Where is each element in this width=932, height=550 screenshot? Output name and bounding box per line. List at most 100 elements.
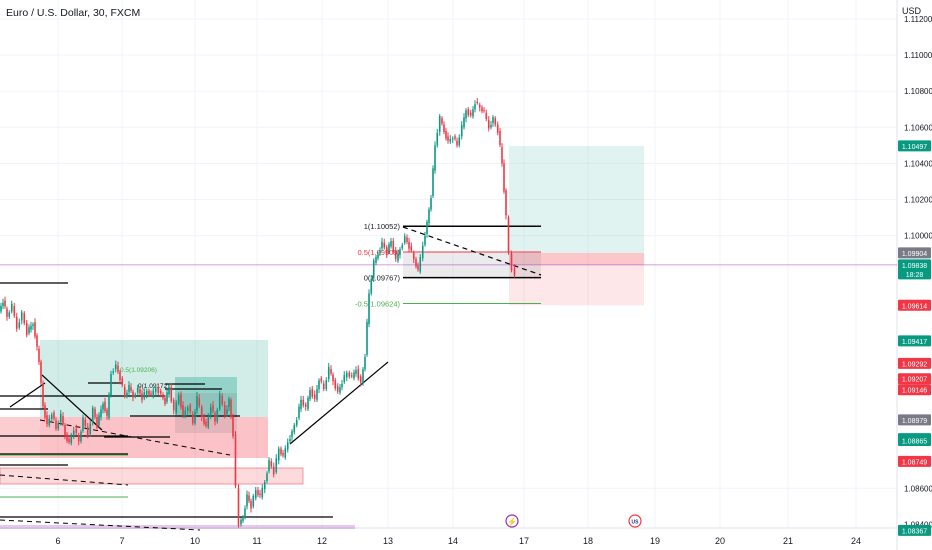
candle-body — [143, 392, 146, 399]
price-tag-label: 1.09614 — [902, 303, 927, 310]
candle-body — [428, 209, 430, 223]
candle-body — [216, 409, 219, 422]
candle-body — [114, 364, 117, 370]
candle-body — [505, 190, 507, 216]
candle-body — [18, 322, 21, 328]
small-fib-label: 0.5(1.09206) — [120, 367, 157, 374]
candle-body — [191, 414, 194, 424]
candle-body — [345, 372, 348, 378]
candle-body — [408, 241, 410, 249]
candle-body — [200, 407, 203, 418]
candle-body — [15, 316, 18, 329]
candle-body — [445, 130, 447, 139]
candle-body — [166, 392, 168, 402]
price-tag-label: 1.09417 — [902, 339, 927, 346]
price-tag — [898, 414, 931, 426]
candle-body — [325, 380, 328, 390]
candle-body — [318, 380, 320, 390]
candle-body — [6, 308, 8, 317]
candle-body — [94, 408, 96, 418]
candle-body — [242, 518, 244, 521]
candle-body — [259, 493, 261, 496]
candle-body — [89, 423, 92, 435]
candle-body — [214, 413, 216, 422]
price-tag-label: 1.08865 — [902, 438, 927, 445]
trend-line — [9, 382, 46, 408]
y-tick-label: 1.10800 — [904, 87, 932, 96]
candle-body — [327, 367, 330, 380]
candle-body — [403, 236, 406, 243]
candle-body — [80, 431, 82, 442]
candle-body — [148, 390, 150, 395]
candle-body — [441, 118, 443, 124]
candle-body — [412, 252, 415, 260]
candle-body — [20, 312, 23, 321]
candle-body — [134, 394, 137, 397]
candle-body — [499, 130, 501, 145]
x-tick-label: 24 — [851, 536, 861, 546]
candle-body — [257, 490, 259, 495]
candle-body — [36, 335, 38, 347]
price-tag — [898, 357, 931, 369]
x-tick-label: 19 — [650, 536, 660, 546]
candle-body — [377, 254, 379, 259]
candle-body — [112, 371, 115, 373]
price-tag — [898, 299, 931, 311]
candle-body — [184, 410, 187, 417]
x-tick-label: 7 — [119, 536, 124, 546]
trend-line — [289, 361, 389, 445]
candle-body — [334, 380, 337, 389]
x-tick-label: 17 — [519, 536, 529, 546]
candle-body — [59, 413, 62, 423]
long-position-target-zone — [40, 340, 268, 417]
candle-body — [390, 241, 392, 247]
fib-level-label: 1(1.10052) — [364, 222, 401, 231]
candle-body — [510, 253, 513, 271]
candle-body — [298, 406, 300, 418]
candle-body — [44, 405, 46, 418]
price-tag — [898, 455, 931, 467]
candle-body — [64, 425, 66, 436]
candle-body — [485, 112, 488, 119]
price-tag-label: 1.08979 — [902, 418, 927, 425]
event-glyph: ⚡ — [507, 517, 517, 527]
candle-body — [263, 482, 266, 490]
candle-body — [136, 387, 139, 393]
candle-body — [180, 394, 182, 408]
candle-body — [261, 488, 264, 498]
price-tag — [898, 434, 931, 446]
candle-body — [10, 303, 13, 312]
candle-body — [126, 392, 128, 397]
candle-body — [476, 102, 479, 104]
candle-body — [139, 389, 141, 394]
candle-body — [244, 508, 246, 518]
candle-body — [456, 140, 458, 146]
candle-body — [13, 305, 16, 316]
candle-body — [397, 253, 399, 261]
candle-body — [392, 241, 395, 253]
candle-body — [86, 426, 89, 436]
price-tag — [898, 373, 931, 385]
candle-body — [388, 244, 390, 252]
candle-body — [130, 387, 132, 391]
price-tag — [898, 335, 931, 347]
candle-body — [70, 435, 73, 444]
candle-body — [339, 387, 341, 393]
candle-body — [46, 415, 48, 425]
candle-body — [106, 409, 108, 416]
candle-body — [132, 391, 134, 398]
candle-body — [293, 425, 296, 433]
candle-body — [316, 389, 318, 400]
candle-body — [117, 365, 119, 372]
candle-body — [82, 417, 84, 431]
candle-body — [447, 136, 449, 141]
price-tag-label: 1.09838 — [902, 263, 927, 270]
candle-body — [469, 112, 472, 116]
us-flag-icon: US — [628, 514, 642, 528]
candle-body — [226, 409, 228, 415]
candle-body — [186, 407, 189, 411]
price-tag-label: 1.09904 — [902, 251, 927, 258]
candle-body — [248, 495, 250, 501]
x-tick-label: 14 — [448, 536, 458, 546]
